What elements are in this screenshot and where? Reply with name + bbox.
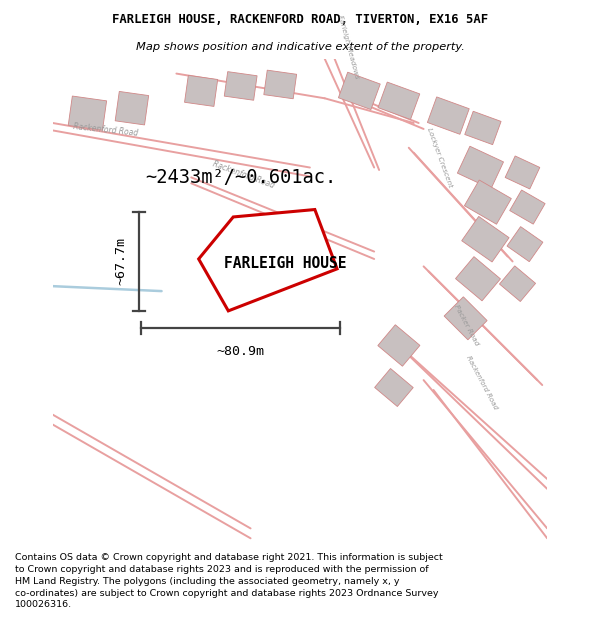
Text: Packer Road: Packer Road	[453, 304, 480, 346]
Text: FARLEIGH HOUSE, RACKENFORD ROAD, TIVERTON, EX16 5AF: FARLEIGH HOUSE, RACKENFORD ROAD, TIVERTO…	[112, 13, 488, 26]
Bar	[338, 72, 380, 109]
Bar	[374, 369, 413, 406]
Bar	[68, 96, 107, 130]
Bar	[464, 180, 511, 224]
Bar	[224, 72, 257, 100]
Bar	[505, 156, 540, 189]
Text: Rackenford Road: Rackenford Road	[211, 159, 275, 190]
Text: Map shows position and indicative extent of the property.: Map shows position and indicative extent…	[136, 42, 464, 52]
Bar	[444, 297, 487, 340]
Text: ~67.7m: ~67.7m	[114, 238, 127, 286]
Text: ~2433m²/~0.601ac.: ~2433m²/~0.601ac.	[145, 168, 337, 187]
Bar	[115, 91, 149, 125]
Text: ~80.9m: ~80.9m	[216, 346, 264, 358]
Bar	[499, 266, 536, 301]
Bar	[242, 234, 274, 264]
Bar	[457, 146, 503, 189]
Text: Farleigh Meadows: Farleigh Meadows	[337, 15, 360, 79]
Text: Contains OS data © Crown copyright and database right 2021. This information is : Contains OS data © Crown copyright and d…	[15, 553, 443, 609]
Polygon shape	[199, 209, 337, 311]
Text: Rackenford Road: Rackenford Road	[73, 122, 138, 138]
Bar	[185, 76, 218, 106]
Text: FARLEIGH HOUSE: FARLEIGH HOUSE	[224, 256, 346, 271]
Bar	[378, 325, 420, 366]
Bar	[510, 190, 545, 224]
Bar	[378, 82, 420, 119]
Bar	[465, 111, 501, 144]
Bar	[427, 97, 469, 134]
Bar	[461, 216, 509, 262]
Bar	[455, 257, 500, 301]
Text: Lockyer Crescent: Lockyer Crescent	[426, 127, 454, 188]
Bar	[507, 227, 543, 262]
Text: Rackenford Road: Rackenford Road	[466, 355, 499, 411]
Bar	[264, 70, 296, 99]
